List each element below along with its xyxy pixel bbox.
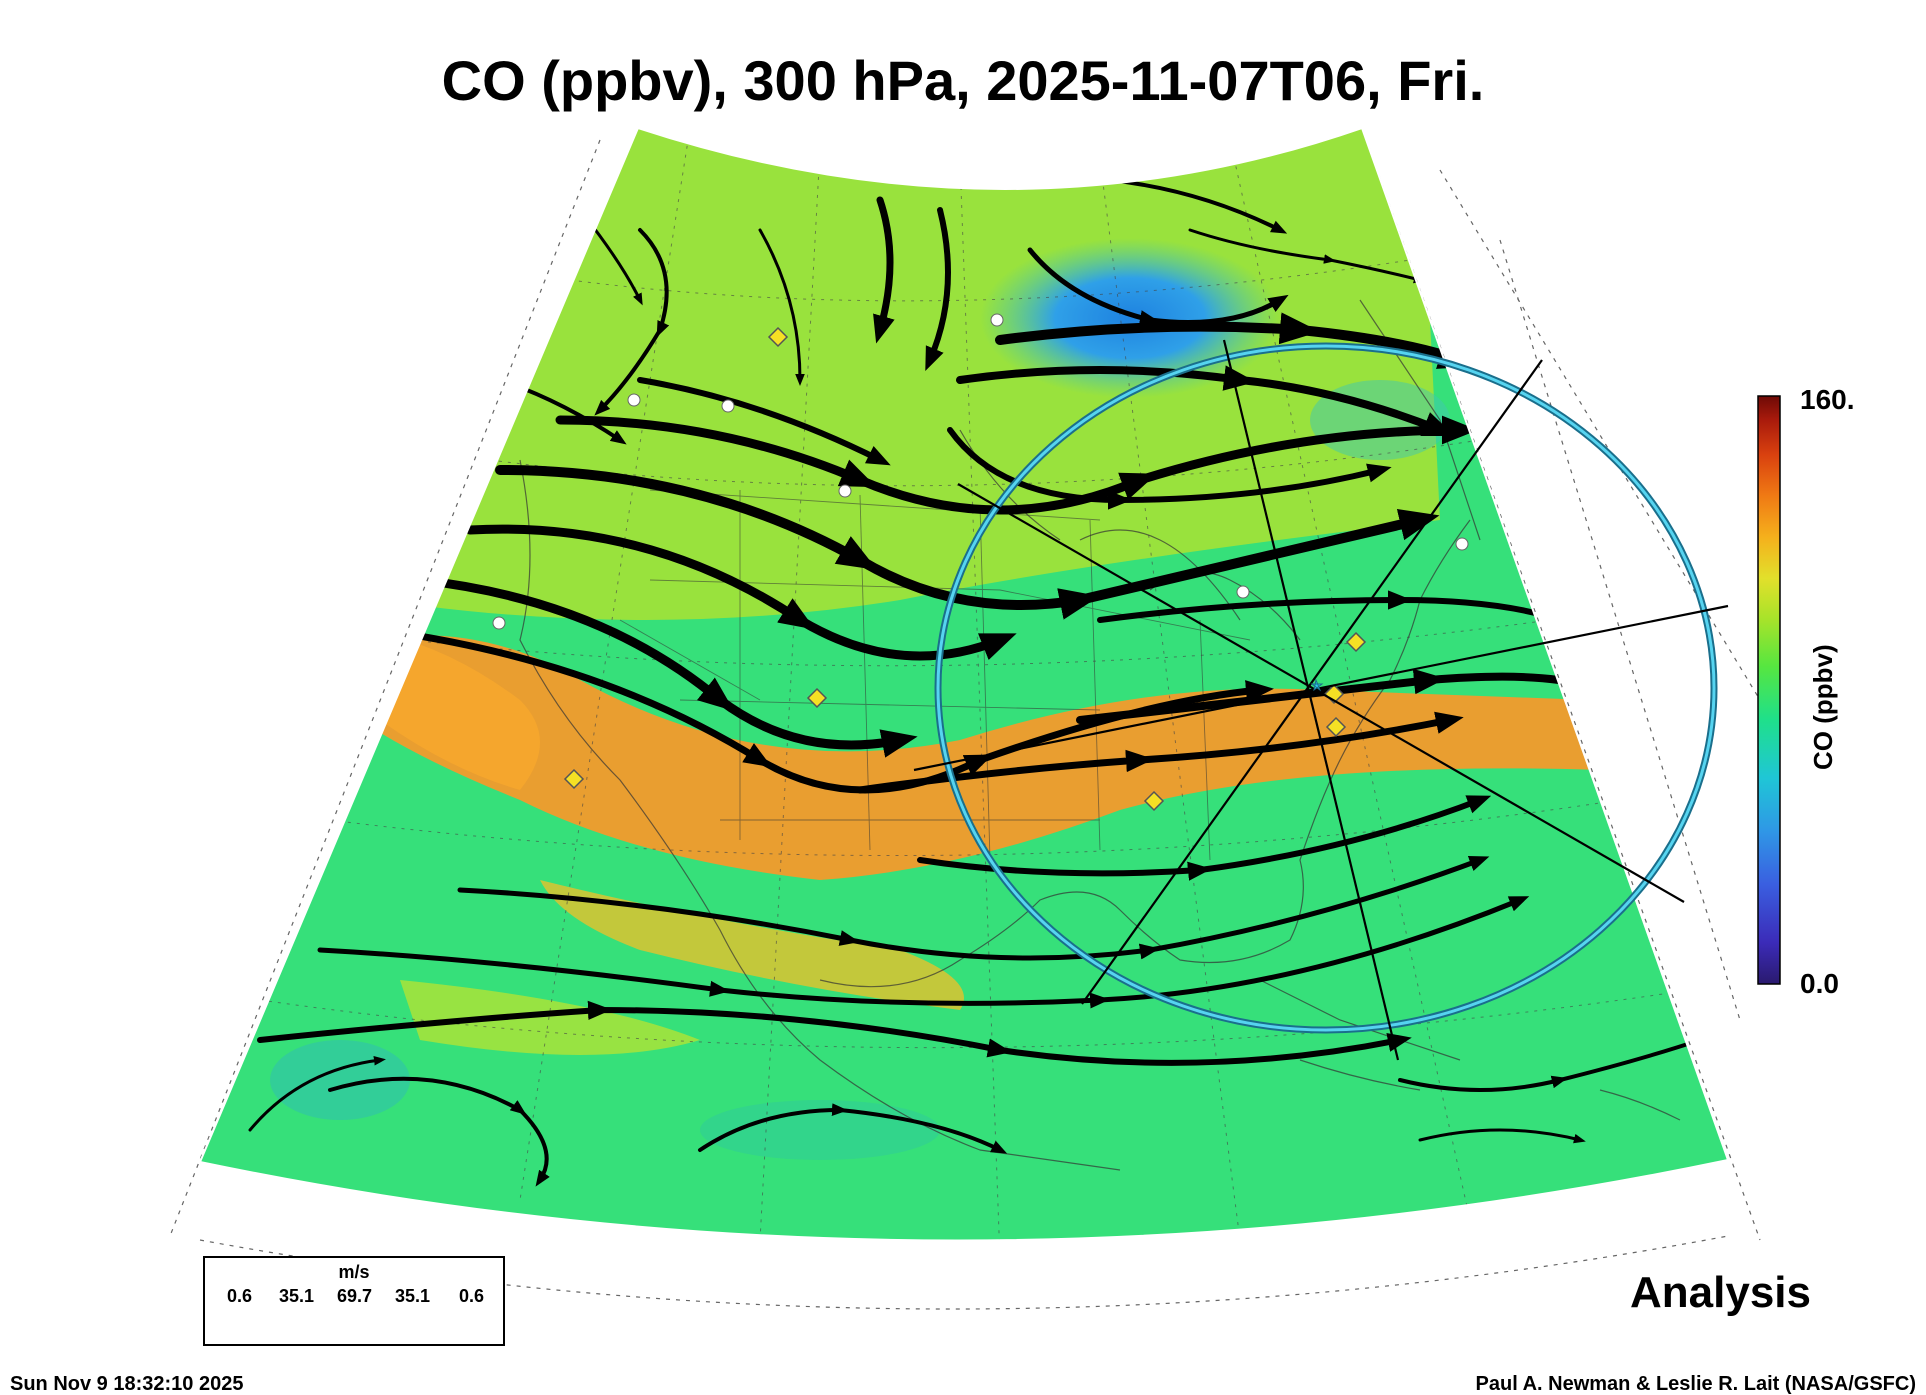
inner-graticule (259, 128, 1691, 1241)
wind-speed-label: 69.7 (337, 1286, 373, 1306)
streamline (995, 312, 1479, 369)
station-diamond-icon (767, 326, 789, 348)
range-circle (934, 342, 1718, 1034)
streamline (248, 1055, 386, 1132)
streamline (495, 465, 1440, 620)
station-star-icon (492, 616, 506, 630)
streamline (637, 377, 891, 466)
streamline (1418, 1128, 1586, 1144)
colorbar-max-label: 160. (1800, 384, 1855, 415)
streamline (328, 1076, 550, 1187)
colorbar (1757, 395, 1781, 985)
wind-legend: m/s 0.6 35.1 69.7 35.1 0.6 (203, 1256, 505, 1346)
streamline (555, 415, 1478, 515)
analysis-label: Analysis (1630, 1268, 1811, 1317)
footer-credit: Paul A. Newman & Leslie R. Lait (NASA/GS… (1475, 1373, 1916, 1395)
colorbar-min-label: 0.0 (1800, 968, 1839, 999)
streamline (465, 524, 1017, 661)
map-boundary (198, 126, 1730, 1242)
streamline (594, 228, 670, 416)
center-marker (1310, 678, 1324, 692)
station-diamond-icon (1143, 790, 1165, 812)
streamline (1076, 668, 1615, 724)
streamline (415, 575, 918, 758)
streamline (947, 427, 1392, 510)
streamline (1027, 247, 1289, 327)
wind-speed-label: 35.1 (279, 1286, 315, 1306)
streamline (1398, 1036, 1708, 1092)
footer-timestamp: Sun Nov 9 18:32:10 2025 (10, 1373, 244, 1395)
station-diamond-icon (806, 687, 828, 709)
streamline (1108, 178, 1288, 234)
streamline (1188, 228, 1426, 284)
station-star-icon (838, 484, 852, 498)
streamline (873, 196, 895, 344)
station-diamond-icon (1325, 716, 1347, 738)
wind-speed-label: 0.6 (227, 1286, 253, 1306)
streamline (257, 1000, 1412, 1066)
station-star-icon (1448, 318, 1462, 332)
page-title: CO (ppbv), 300 hPa, 2025-11-07T06, Fri. (441, 49, 1485, 112)
radial-lines (913, 339, 1729, 1061)
streamline (758, 228, 805, 386)
streamline (956, 365, 1455, 436)
station-diamond-icon (1345, 631, 1367, 653)
streamline (925, 207, 951, 372)
station-star-icon (721, 399, 735, 413)
streamline (698, 1103, 1008, 1154)
station-star-icon (627, 393, 641, 407)
wind-legend-unit: m/s (338, 1262, 370, 1282)
wind-speed-label: 35.1 (395, 1286, 431, 1306)
wind-streamlines (248, 178, 1708, 1187)
station-star-icon (1455, 537, 1469, 551)
streamline (1097, 590, 1572, 626)
wind-speed-label: 0.6 (459, 1286, 485, 1306)
station-star-icon (1236, 585, 1250, 599)
station-star-icon (990, 313, 1004, 327)
station-diamond-icon (563, 768, 585, 790)
colorbar-title: CO (ppbv) (1808, 644, 1838, 770)
